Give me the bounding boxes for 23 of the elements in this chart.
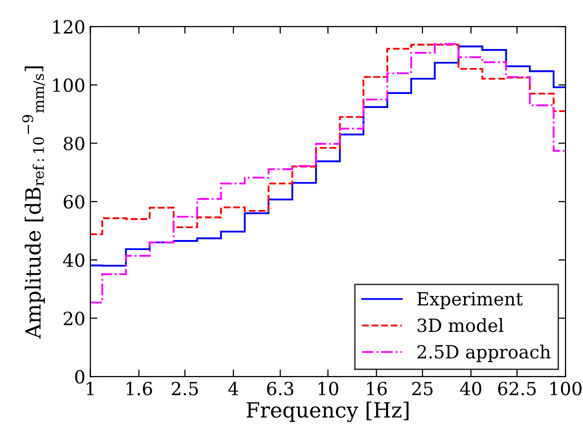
y-tick-label: 80 [64, 136, 84, 150]
x-tick-label: 2.5 [172, 382, 198, 396]
legend-label: 3D model [418, 318, 504, 332]
x-tick-label: 100 [550, 382, 582, 396]
y-tick-label: 40 [63, 253, 84, 268]
y-axis-title: Amplitude [dB$_{ref:10}$$^{−9}$$_{mm/s}$] [22, 66, 46, 339]
y-tick-label: 0 [75, 370, 84, 384]
x-tick-label: 40 [460, 382, 482, 396]
y-tick-label: 100 [53, 78, 84, 92]
x-tick-label: 4 [228, 382, 238, 396]
x-tick-label: 16 [367, 382, 387, 396]
x-tick-label: 10 [318, 382, 338, 396]
legend-label: 2.5D approach [417, 344, 551, 362]
x-tick-label: 25 [412, 382, 433, 396]
x-tick-label: 62.5 [498, 382, 536, 396]
x-axis-title: Frequency [Hz] [246, 402, 408, 422]
x-tick-label: 1 [86, 382, 94, 396]
legend-label: Experiment [417, 292, 523, 310]
y-tick-label: 120 [53, 20, 84, 34]
y-tick-label: 60 [64, 195, 84, 209]
y-tick-label: 20 [64, 312, 84, 326]
x-tick-label: 6.3 [267, 382, 294, 396]
x-tick-label: 1.6 [126, 382, 152, 396]
